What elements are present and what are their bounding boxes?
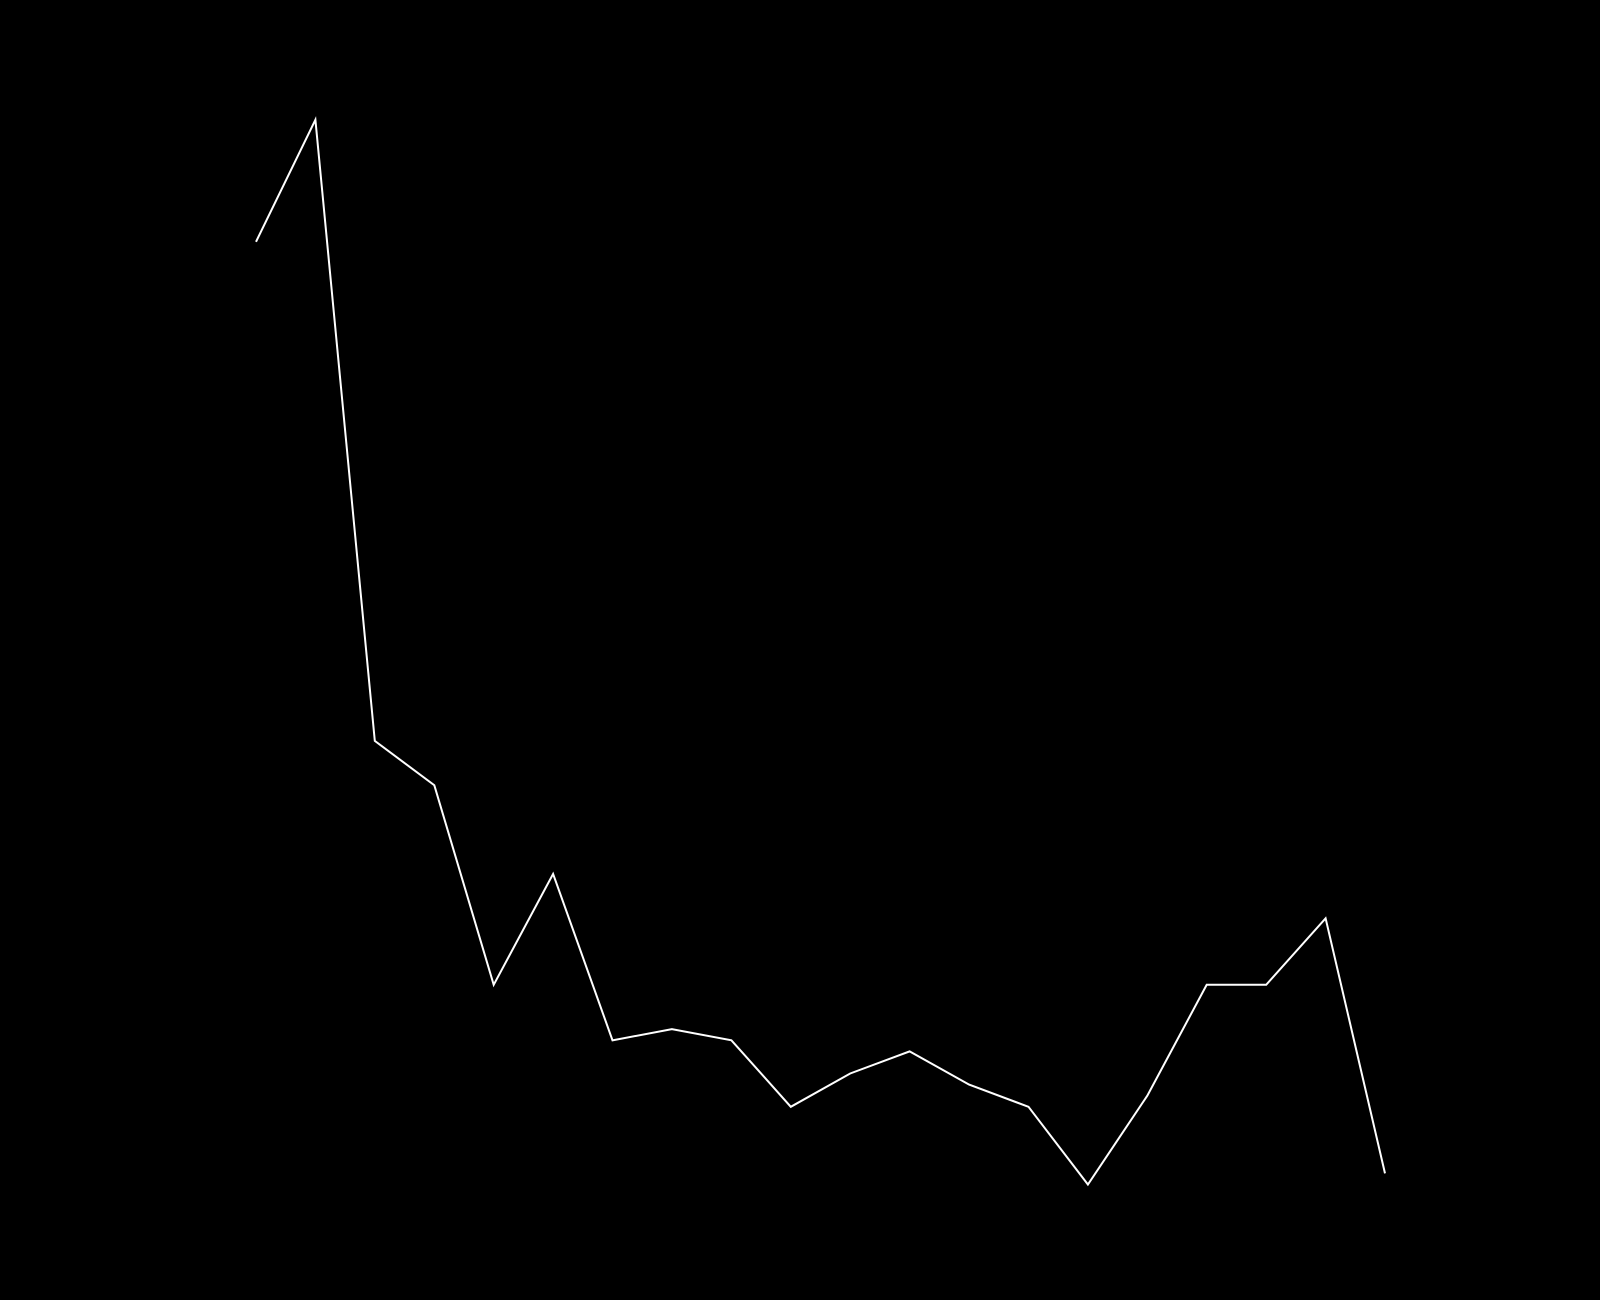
series-layer [255,116,1386,1187]
series-line-1 [255,116,1386,1187]
